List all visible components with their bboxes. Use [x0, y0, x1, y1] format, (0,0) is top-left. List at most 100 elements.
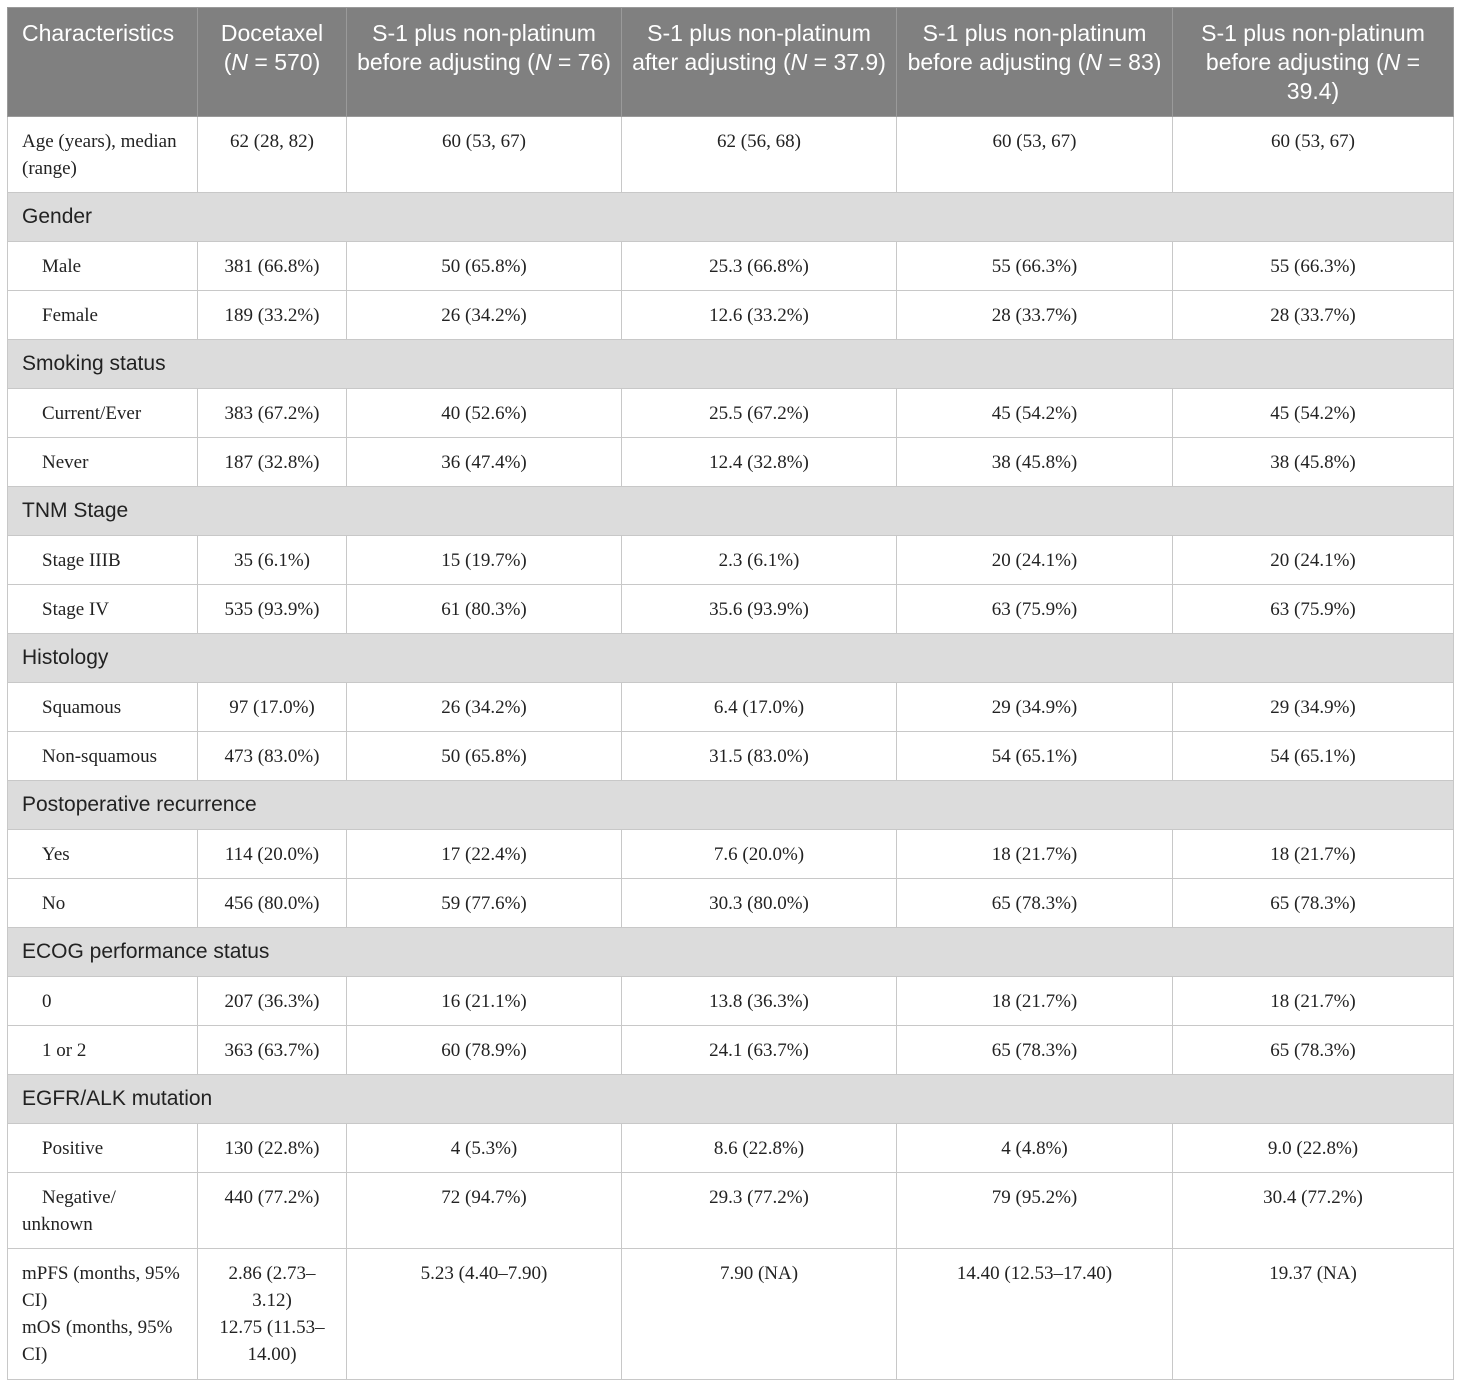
table-cell: 45 (54.2%) [896, 388, 1173, 438]
table-cell: 363 (63.7%) [197, 1025, 347, 1075]
table-cell: 29.3 (77.2%) [621, 1172, 897, 1249]
table-cell: 4 (5.3%) [346, 1123, 622, 1173]
table-cell: 30.4 (77.2%) [1172, 1172, 1454, 1249]
group-row-tnm-stage: TNM Stage [7, 486, 1454, 536]
table-cell: 440 (77.2%) [197, 1172, 347, 1249]
row-label: Current/Ever [7, 388, 198, 438]
table-cell: 12.6 (33.2%) [621, 290, 897, 340]
table-row: Male 381 (66.8%) 50 (65.8%) 25.3 (66.8%)… [7, 241, 1454, 291]
table-cell: 60 (78.9%) [346, 1025, 622, 1075]
table-row: Squamous 97 (17.0%) 26 (34.2%) 6.4 (17.0… [7, 682, 1454, 732]
table-cell: 35.6 (93.9%) [621, 584, 897, 634]
baseline-characteristics-table: Characteristics Docetaxel (N = 570) S-1 p… [7, 7, 1454, 1380]
row-label: Male [7, 241, 198, 291]
table-cell: 50 (65.8%) [346, 731, 622, 781]
table-cell: 18 (21.7%) [896, 976, 1173, 1026]
table-cell: 7.90 (NA) [621, 1248, 897, 1380]
header-s1-after-1-text: S-1 plus non-platinum after adjusting ( [632, 20, 871, 75]
table-cell: 17 (22.4%) [346, 829, 622, 879]
table-cell: 26 (34.2%) [346, 682, 622, 732]
header-s1-before-3-text: S-1 plus non-platinum before adjusting ( [1201, 20, 1425, 75]
table-cell: 54 (65.1%) [896, 731, 1173, 781]
header-docetaxel-n: N [231, 49, 249, 75]
table-row: 1 or 2 363 (63.7%) 60 (78.9%) 24.1 (63.7… [7, 1025, 1454, 1075]
table-row-age: Age (years), median (range) 62 (28, 82) … [7, 116, 1454, 193]
table-cell: 55 (66.3%) [896, 241, 1173, 291]
group-row-smoking-status: Smoking status [7, 339, 1454, 389]
table-cell: 63 (75.9%) [1172, 584, 1454, 634]
table-cell: 130 (22.8%) [197, 1123, 347, 1173]
table-cell: 18 (21.7%) [896, 829, 1173, 879]
header-s1-before-2-count: = 83) [1101, 49, 1162, 75]
header-s1-before-2: S-1 plus non-platinum before adjusting (… [896, 7, 1173, 117]
row-label: Squamous [7, 682, 198, 732]
table-row: Female 189 (33.2%) 26 (34.2%) 12.6 (33.2… [7, 290, 1454, 340]
table-cell: 65 (78.3%) [1172, 878, 1454, 928]
row-label: Age (years), median (range) [7, 116, 198, 193]
table-cell: 29 (34.9%) [896, 682, 1173, 732]
row-label: 0 [7, 976, 198, 1026]
table-cell: 38 (45.8%) [896, 437, 1173, 487]
table-cell: 30.3 (80.0%) [621, 878, 897, 928]
group-title: EGFR/ALK mutation [7, 1074, 1454, 1124]
table-cell: 381 (66.8%) [197, 241, 347, 291]
group-row-gender: Gender [7, 192, 1454, 242]
table-cell: 25.3 (66.8%) [621, 241, 897, 291]
table-cell: 4 (4.8%) [896, 1123, 1173, 1173]
table-cell: 28 (33.7%) [896, 290, 1173, 340]
table-cell: 65 (78.3%) [896, 1025, 1173, 1075]
survival-label-cell: mPFS (months, 95% CI) mOS (months, 95% C… [7, 1248, 198, 1380]
table-cell: 7.6 (20.0%) [621, 829, 897, 879]
table-cell: 79 (95.2%) [896, 1172, 1173, 1249]
header-s1-before-3: S-1 plus non-platinum before adjusting (… [1172, 7, 1454, 117]
table-cell: 473 (83.0%) [197, 731, 347, 781]
header-docetaxel-count: = 570) [248, 49, 321, 75]
table-cell: 45 (54.2%) [1172, 388, 1454, 438]
header-docetaxel: Docetaxel (N = 570) [197, 7, 347, 117]
table-row: Non-squamous 473 (83.0%) 50 (65.8%) 31.5… [7, 731, 1454, 781]
table-cell: 15 (19.7%) [346, 535, 622, 585]
table-cell: 9.0 (22.8%) [1172, 1123, 1454, 1173]
table-cell: 12.4 (32.8%) [621, 437, 897, 487]
header-docetaxel-open: ( [223, 49, 232, 75]
header-s1-before-1-n: N [534, 49, 552, 75]
header-s1-after-1: S-1 plus non-platinum after adjusting (N… [621, 7, 897, 117]
header-characteristics: Characteristics [7, 7, 198, 117]
table-cell: 187 (32.8%) [197, 437, 347, 487]
table-row-survival: mPFS (months, 95% CI) mOS (months, 95% C… [7, 1248, 1454, 1380]
table-cell: 535 (93.9%) [197, 584, 347, 634]
row-label: Non-squamous [7, 731, 198, 781]
table-row: Never 187 (32.8%) 36 (47.4%) 12.4 (32.8%… [7, 437, 1454, 487]
row-label-mos: mOS (months, 95% CI) [22, 1317, 173, 1365]
table-cell: 189 (33.2%) [197, 290, 347, 340]
table-cell: 6.4 (17.0%) [621, 682, 897, 732]
header-s1-before-3-count: = 39.4) [1286, 49, 1421, 104]
table-cell: 28 (33.7%) [1172, 290, 1454, 340]
header-s1-before-3-n: N [1383, 49, 1401, 75]
group-title: TNM Stage [7, 486, 1454, 536]
table-row: Current/Ever 383 (67.2%) 40 (52.6%) 25.5… [7, 388, 1454, 438]
group-title: Histology [7, 633, 1454, 683]
group-row-histology: Histology [7, 633, 1454, 683]
table-cell: 29 (34.9%) [1172, 682, 1454, 732]
table-row: Stage IV 535 (93.9%) 61 (80.3%) 35.6 (93… [7, 584, 1454, 634]
header-s1-after-1-n: N [790, 49, 808, 75]
row-label: Yes [7, 829, 198, 879]
table-cell: 13.8 (36.3%) [621, 976, 897, 1026]
table-cell: 20 (24.1%) [1172, 535, 1454, 585]
table-cell: 36 (47.4%) [346, 437, 622, 487]
group-row-ecog-performance-status: ECOG performance status [7, 927, 1454, 977]
table-row: Stage IIIB 35 (6.1%) 15 (19.7%) 2.3 (6.1… [7, 535, 1454, 585]
table-cell: 62 (56, 68) [621, 116, 897, 193]
table-cell: 60 (53, 67) [346, 116, 622, 193]
table-cell: 35 (6.1%) [197, 535, 347, 585]
row-label: Female [7, 290, 198, 340]
row-label: 1 or 2 [7, 1025, 198, 1075]
table-cell: 65 (78.3%) [1172, 1025, 1454, 1075]
table-cell: 60 (53, 67) [896, 116, 1173, 193]
table-cell: 8.6 (22.8%) [621, 1123, 897, 1173]
group-title: Gender [7, 192, 1454, 242]
table-cell-mpfs: 2.86 (2.73–3.12) [228, 1263, 316, 1311]
header-s1-before-1: S-1 plus non-platinum before adjusting (… [346, 7, 622, 117]
header-docetaxel-name: Docetaxel [220, 20, 324, 46]
